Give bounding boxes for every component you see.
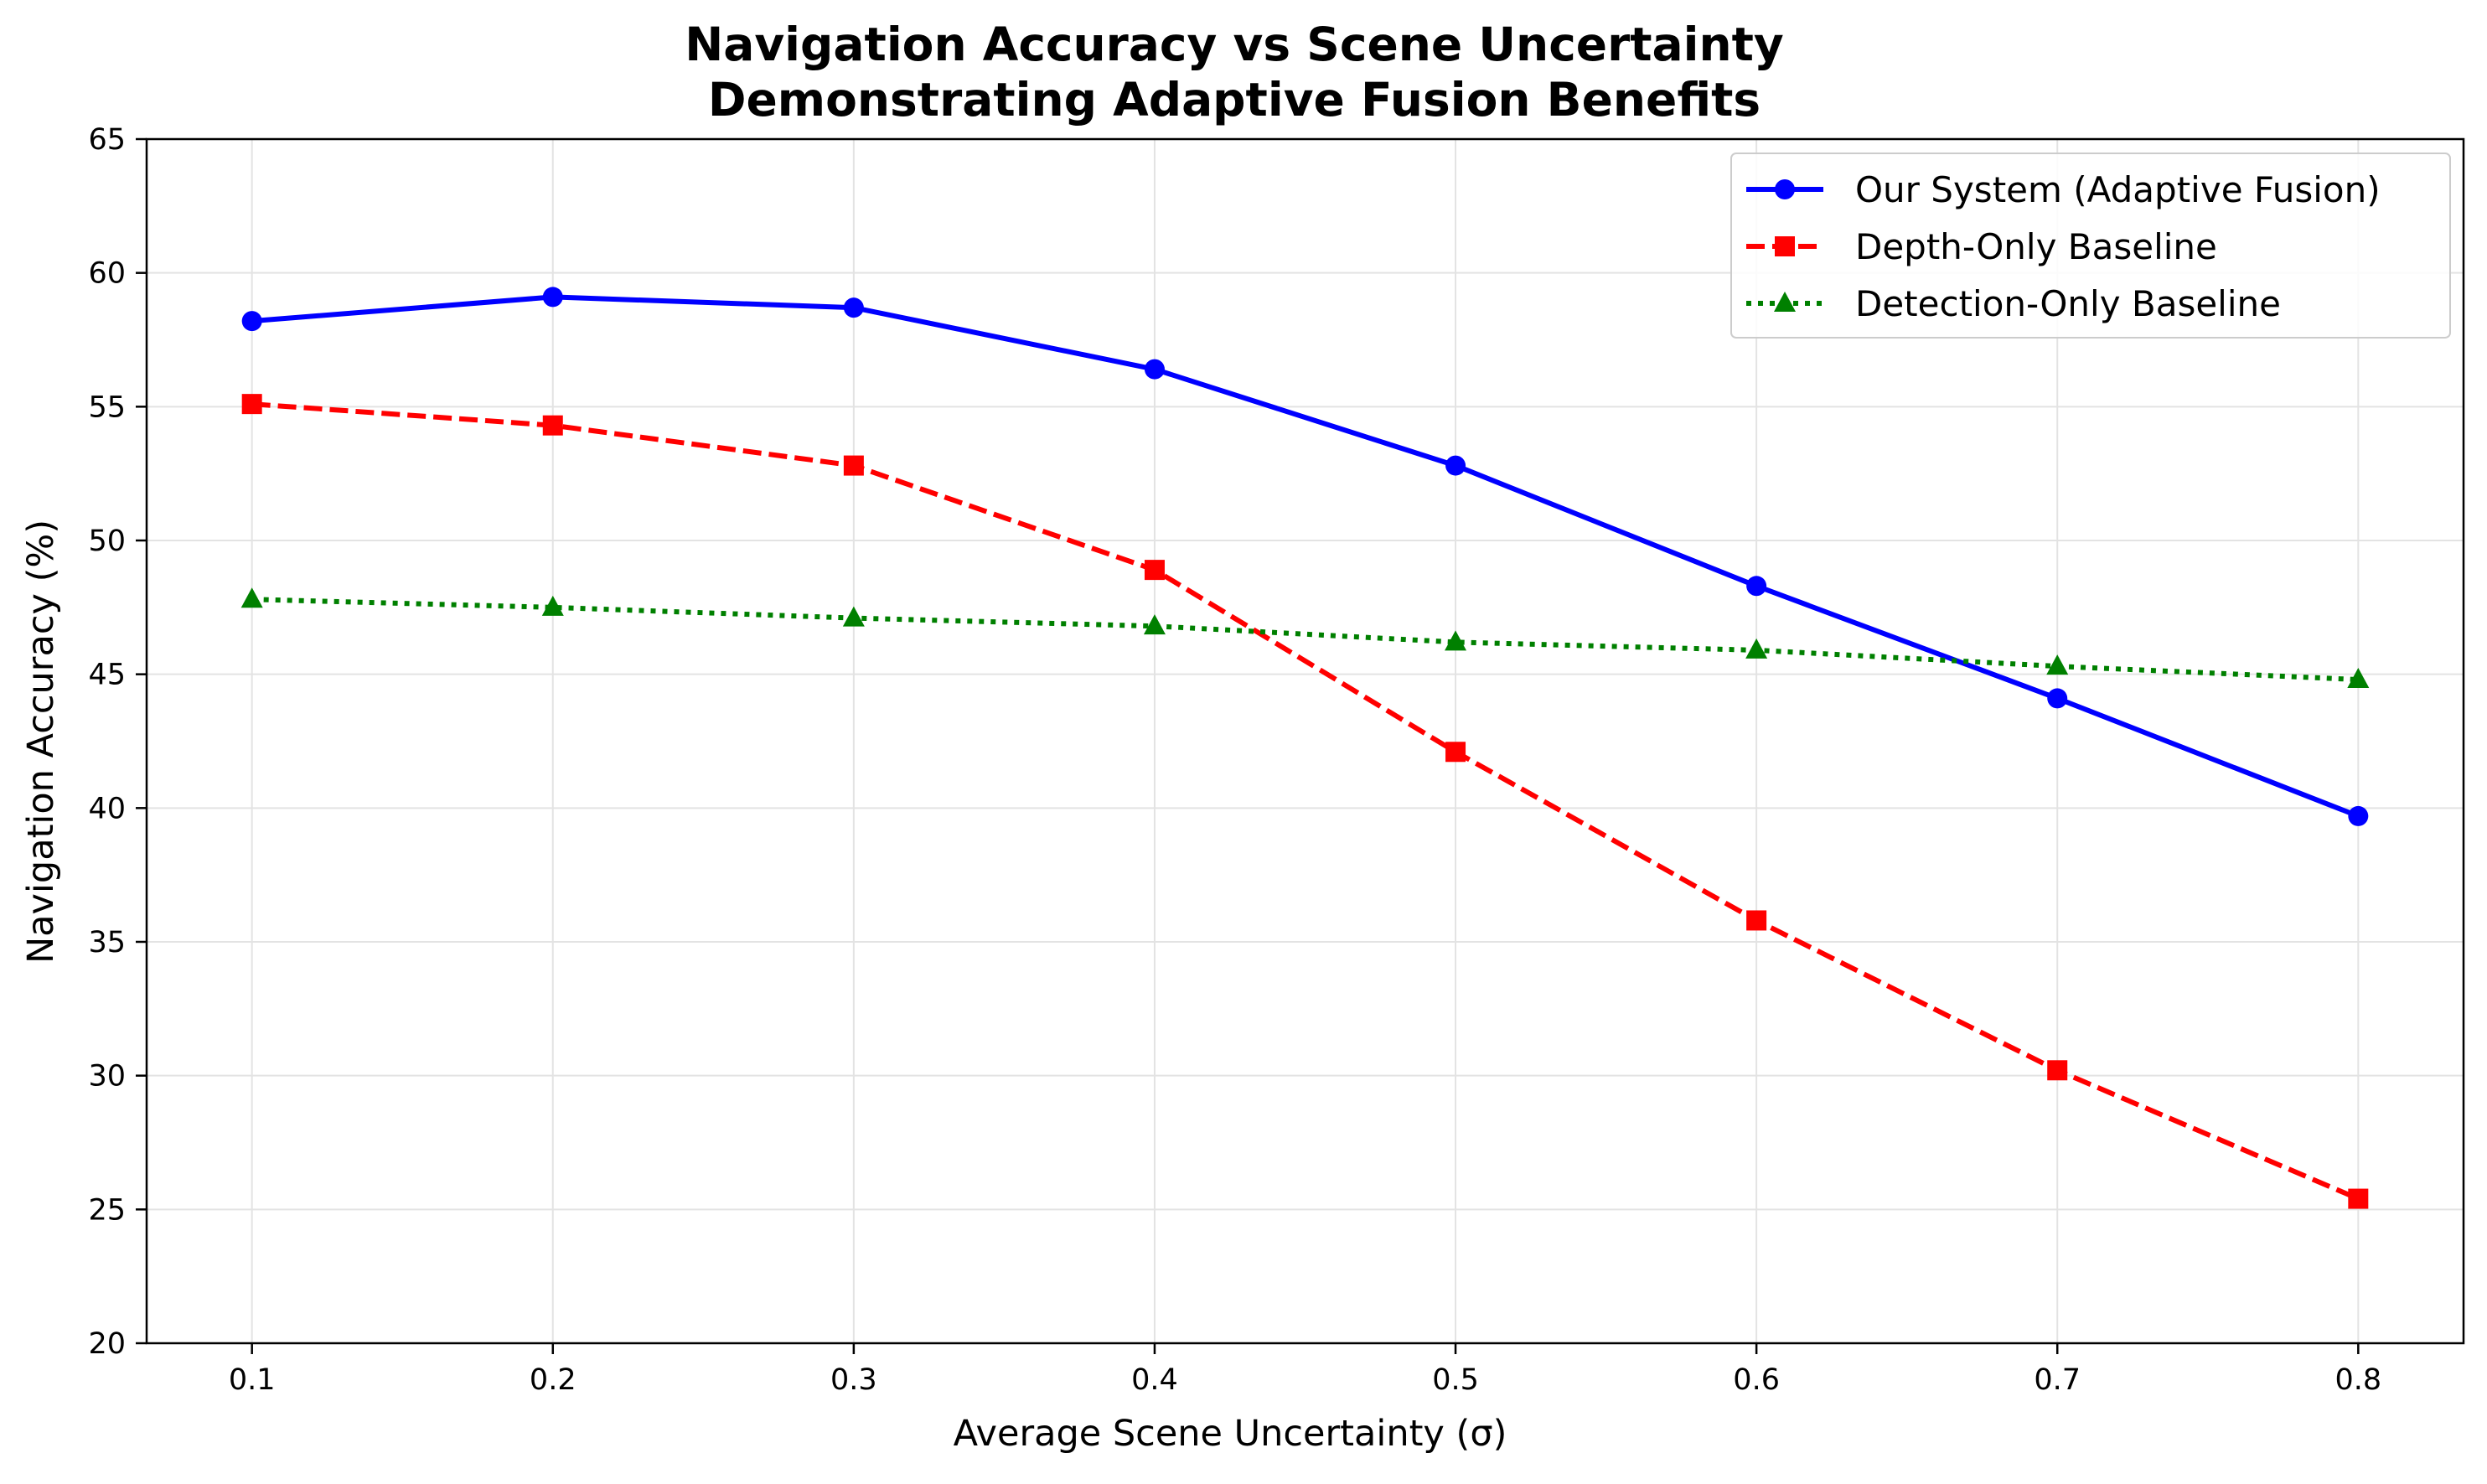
y-tick-label: 35 [88,926,126,959]
y-tick-label: 50 [88,525,126,558]
y-tick-label: 60 [88,257,126,291]
data-point [2348,1188,2369,1209]
y-tick-label: 20 [88,1327,126,1361]
x-tick-label: 0.3 [830,1363,877,1397]
x-tick-label: 0.8 [2334,1363,2381,1397]
legend-label: Our System (Adaptive Fusion) [1855,169,2381,210]
data-point [542,287,563,308]
data-point [241,394,262,415]
chart-title-line-2: Demonstrating Adaptive Fusion Benefits [708,73,1761,127]
x-axis-label: Average Scene Uncertainty (σ) [954,1413,1507,1455]
data-point [2047,688,2068,709]
data-point [240,587,263,608]
data-point [1144,359,1165,380]
data-point [2347,668,2370,689]
x-tick-label: 0.6 [1733,1363,1780,1397]
data-point [542,415,563,436]
data-point [843,297,864,318]
data-point [1144,560,1165,581]
data-point [2348,805,2369,826]
series-triangle [240,587,2370,689]
data-point [1746,576,1767,597]
y-tick-label: 30 [88,1060,126,1094]
series-line [251,401,2360,1202]
series-circle [241,287,2369,826]
data-point [241,311,262,332]
legend-label: Detection-Only Baseline [1855,283,2281,324]
series-line [249,294,2361,819]
legend-swatch-marker [1775,179,1795,199]
y-tick-label: 40 [88,792,126,825]
data-point [1445,455,1466,476]
data-point [1746,910,1767,931]
chart-title-line-1: Navigation Accuracy vs Scene Uncertainty [685,18,1784,71]
legend-swatch-marker [1775,236,1795,256]
legend: Our System (Adaptive Fusion) Depth-Only B… [1730,153,2451,339]
x-tick-label: 0.2 [530,1363,577,1397]
axis-ticks: 0.1 0.2 0.3 0.4 0.5 0.6 0.7 0.8 20 25 30 35 40 45 50 55… [88,123,2381,1397]
plot-frame [145,137,2465,1345]
data-point [541,595,564,616]
y-tick-label: 45 [88,659,126,692]
x-tick-label: 0.4 [1131,1363,1178,1397]
y-tick-label: 65 [88,123,126,157]
legend-swatch-marker [1774,292,1796,312]
x-tick-label: 0.7 [2034,1363,2081,1397]
x-tick-label: 0.5 [1432,1363,1479,1397]
data-point [1445,742,1466,763]
y-axis-label: Navigation Accuracy (%) [20,520,62,964]
series-layer [240,287,2370,1209]
data-point [2047,1060,2068,1081]
y-tick-label: 25 [88,1193,126,1227]
x-tick-label: 0.1 [229,1363,276,1397]
data-point [842,606,865,627]
data-point [2046,654,2069,675]
data-point [843,455,864,476]
y-tick-label: 55 [88,390,126,424]
data-point [1143,614,1166,635]
data-point [1745,638,1768,659]
legend-label: Depth-Only Baseline [1855,226,2217,267]
legend-frame [1730,153,2451,339]
series-square [241,394,2369,1209]
data-point [1445,630,1467,651]
